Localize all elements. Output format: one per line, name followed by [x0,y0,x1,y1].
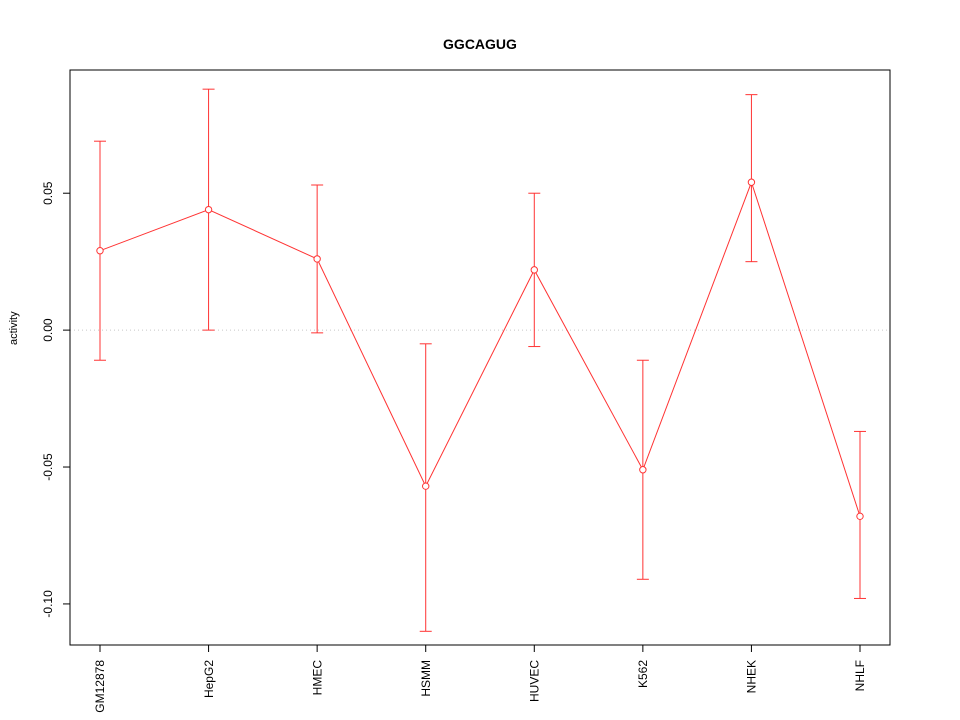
x-tick-label: HUVEC [527,660,541,702]
y-tick-label: -0.10 [41,590,55,618]
data-point [313,255,321,263]
chart-title: GGCAGUG [443,36,517,52]
x-tick-label: HSMM [419,660,433,697]
data-point [530,266,538,274]
y-tick-label: 0.05 [41,181,55,205]
data-line [99,180,861,517]
data-point [747,178,756,186]
x-tick-label: NHLF [853,660,867,691]
data-point [204,205,213,214]
plot-border [69,69,891,646]
data-point [422,482,430,490]
x-tick-label: NHEK [745,660,759,693]
data-point [96,247,104,255]
x-tick-label: K562 [636,660,650,688]
data-point [856,512,864,521]
data-point [639,466,647,474]
y-tick-label: -0.05 [41,453,55,481]
x-tick-label: GM12878 [93,660,107,713]
x-tick-label: HepG2 [202,660,216,698]
x-tick-label: HMEC [310,660,324,696]
y-tick-label: 0.00 [41,318,55,342]
